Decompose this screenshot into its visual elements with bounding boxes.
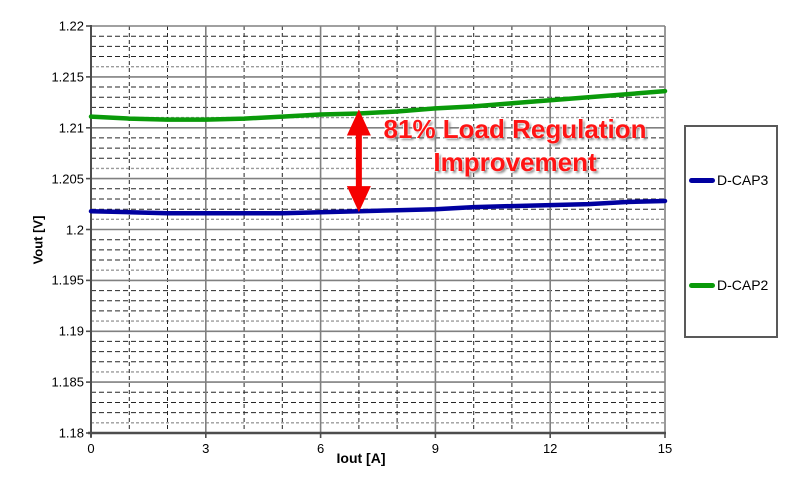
y-tick-label: 1.205 <box>51 171 84 187</box>
x-axis-title: Iout [A] <box>336 450 386 466</box>
y-tick-label: 1.185 <box>51 374 84 390</box>
y-tick-label: 1.2 <box>65 222 84 237</box>
x-tick-label: 6 <box>316 441 325 456</box>
x-tick-label: 3 <box>202 441 210 456</box>
dcap3-line-marker <box>689 177 715 183</box>
y-tick-label: 1.215 <box>51 69 84 85</box>
improvement-arrow <box>346 109 371 213</box>
x-tick-label: 15 <box>657 441 673 456</box>
x-tick-label: 12 <box>542 441 558 456</box>
y-tick-label: 1.22 <box>58 18 84 34</box>
legend-entry-dcap3: D-CAP3 <box>689 170 768 190</box>
legend-entry-dcap2: D-CAP2 <box>689 275 768 295</box>
annotation-line-2: Improvement <box>433 147 597 177</box>
annotation: 81% Load Regulation Improvement <box>365 113 665 179</box>
legend: D-CAP3 D-CAP2 <box>684 125 778 338</box>
x-tick-label: 9 <box>431 441 440 456</box>
x-tick-label: 0 <box>87 441 95 456</box>
y-tick-label: 1.19 <box>58 323 84 339</box>
annotation-line-1: 81% Load Regulation <box>383 114 647 144</box>
y-tick-label: 1.195 <box>51 272 84 288</box>
y-tick-label: 1.18 <box>58 425 84 441</box>
legend-label-dcap3: D-CAP3 <box>717 172 769 188</box>
y-axis-title: Vout [V] <box>30 215 46 265</box>
dcap2-line-marker <box>689 282 715 288</box>
y-tick-label: 1.21 <box>58 120 84 136</box>
legend-label-dcap2: D-CAP2 <box>717 277 769 293</box>
